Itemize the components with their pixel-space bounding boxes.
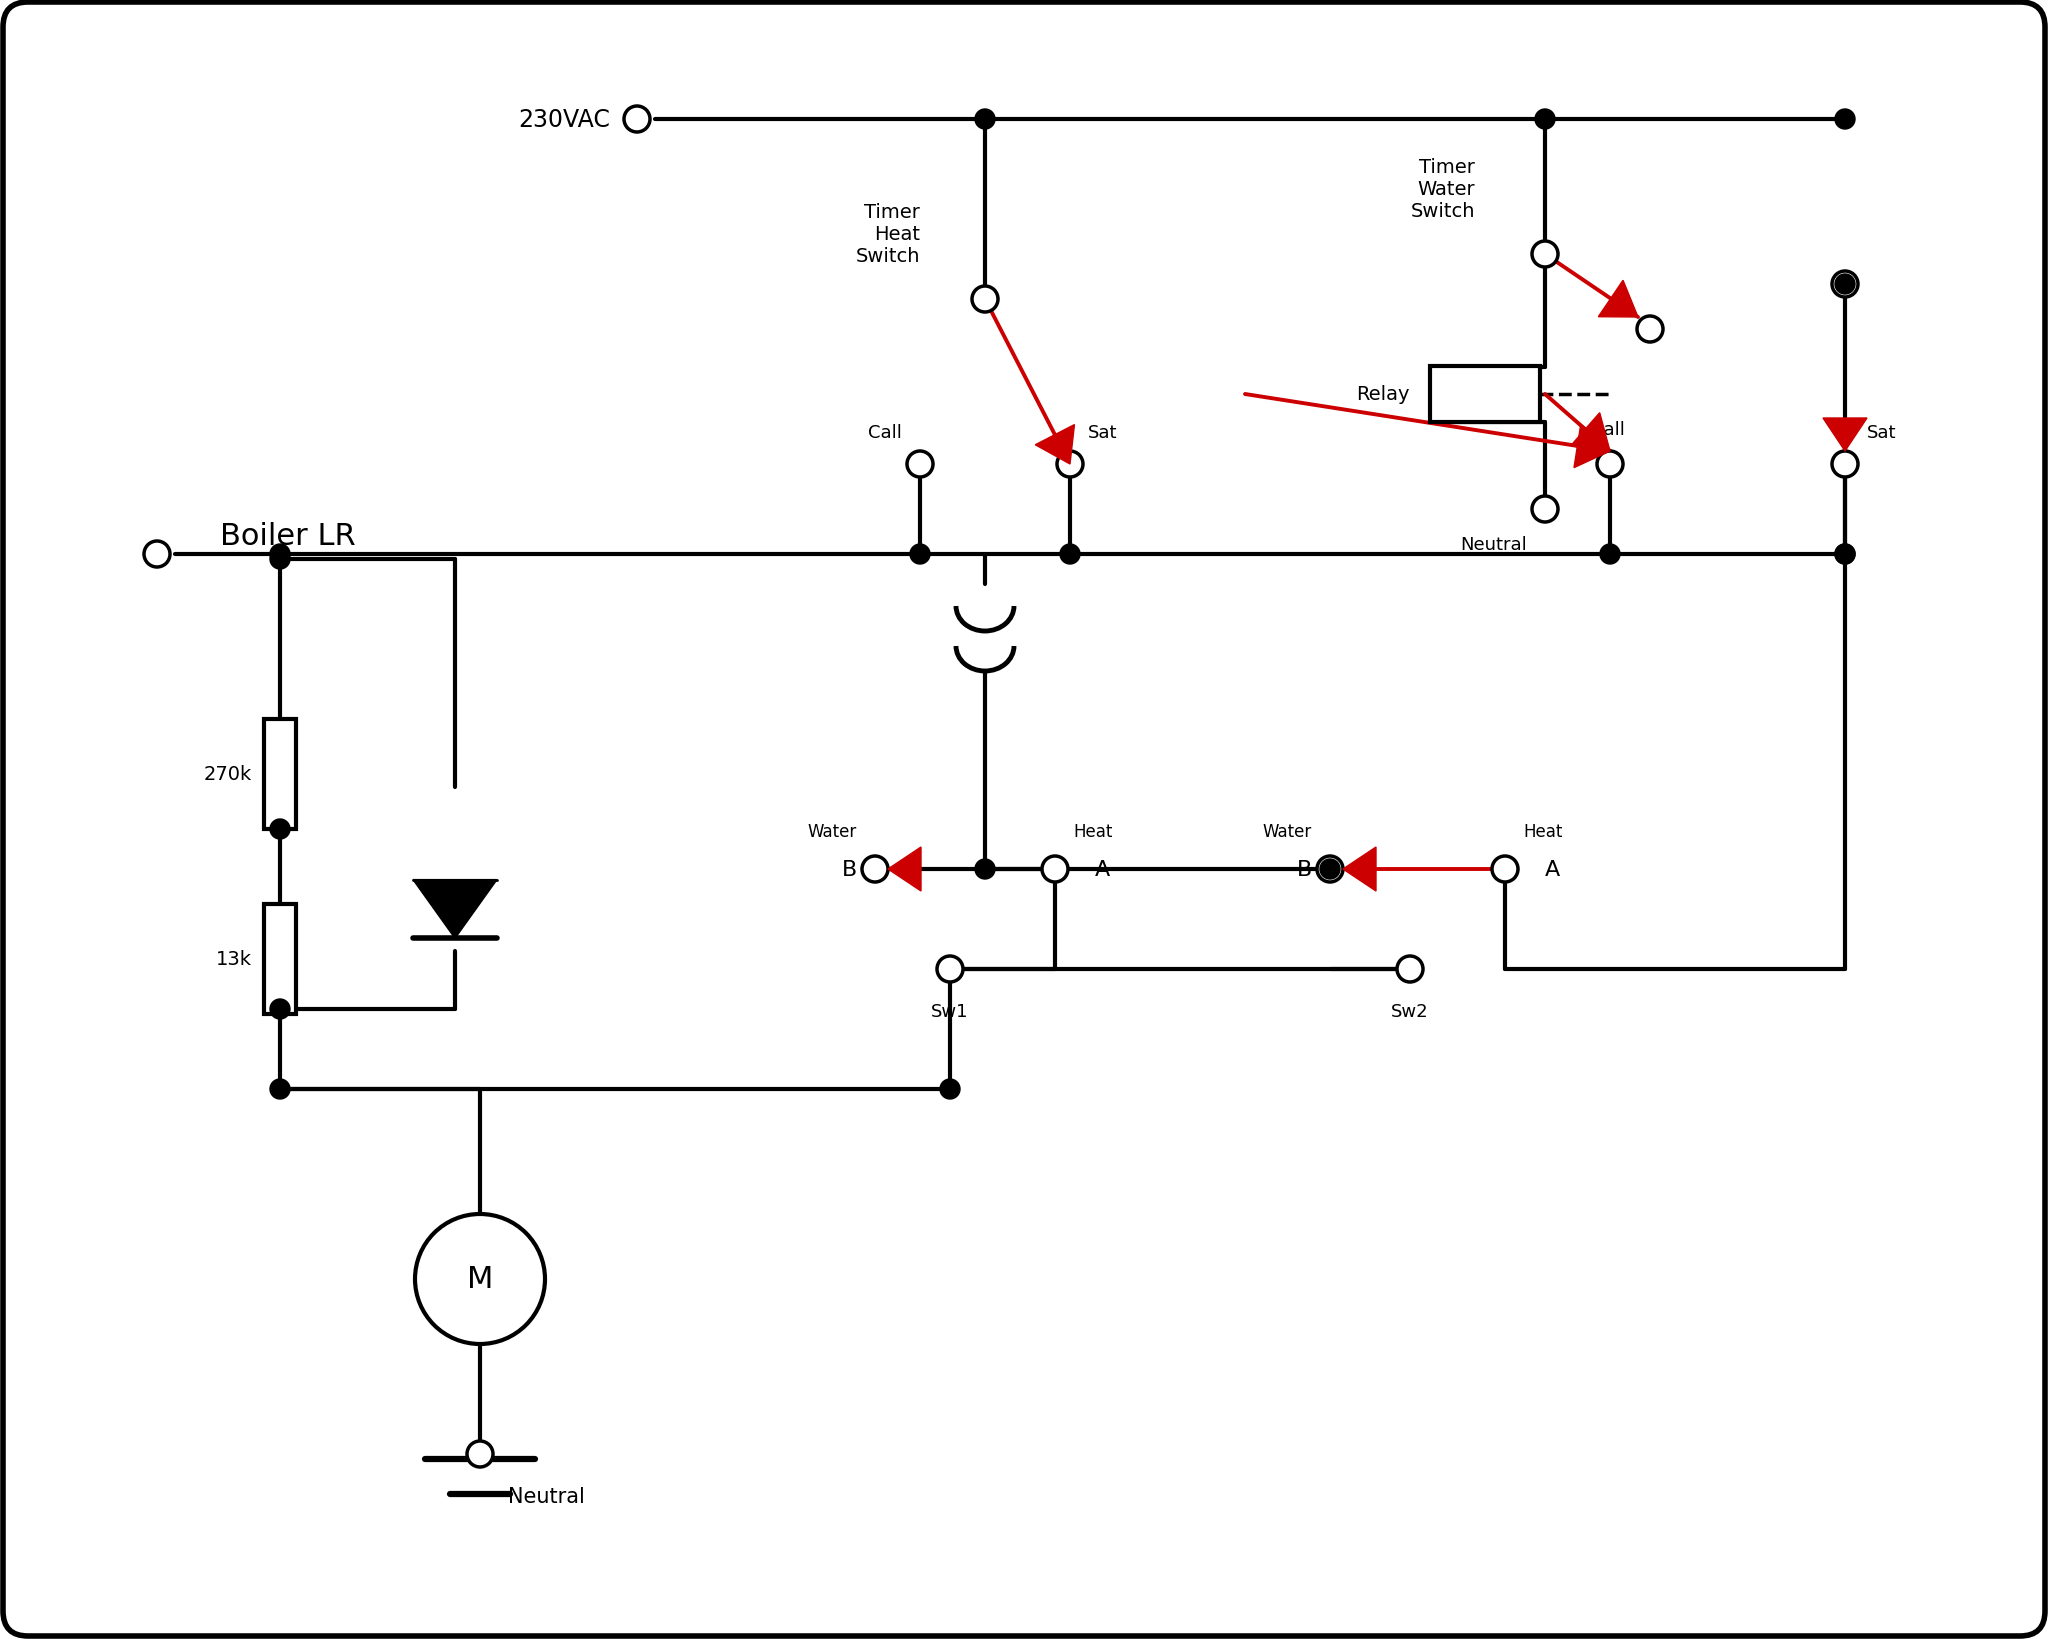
Circle shape: [143, 541, 170, 567]
Text: Water: Water: [1264, 823, 1313, 841]
Polygon shape: [1823, 418, 1868, 452]
Text: Relay: Relay: [1356, 385, 1409, 405]
Text: 230VAC: 230VAC: [518, 108, 610, 131]
Circle shape: [940, 1080, 961, 1100]
Bar: [1430, 367, 1540, 423]
Circle shape: [909, 544, 930, 565]
Circle shape: [1833, 452, 1858, 477]
Text: Sw1: Sw1: [932, 1003, 969, 1021]
Text: Call: Call: [868, 425, 901, 443]
Polygon shape: [1036, 426, 1075, 465]
Text: M: M: [467, 1265, 494, 1293]
Circle shape: [270, 544, 291, 565]
Circle shape: [1597, 452, 1622, 477]
Circle shape: [1532, 243, 1559, 267]
Text: B: B: [842, 859, 856, 880]
Bar: [264, 720, 297, 829]
Circle shape: [1057, 452, 1083, 477]
Polygon shape: [889, 847, 922, 892]
Bar: [264, 905, 297, 1015]
Circle shape: [862, 857, 889, 882]
Circle shape: [1835, 275, 1855, 295]
Text: 270k: 270k: [203, 765, 252, 783]
Circle shape: [625, 107, 649, 133]
Circle shape: [1835, 544, 1855, 565]
Circle shape: [973, 287, 997, 313]
Text: A: A: [1096, 859, 1110, 880]
Circle shape: [270, 549, 291, 570]
Circle shape: [975, 859, 995, 880]
Text: Boiler LR: Boiler LR: [219, 523, 356, 551]
Text: Water: Water: [807, 823, 856, 841]
Text: Timer
Heat
Switch: Timer Heat Switch: [856, 203, 920, 266]
Circle shape: [1536, 110, 1554, 129]
Circle shape: [975, 110, 995, 129]
Circle shape: [1835, 110, 1855, 129]
Text: 13k: 13k: [215, 951, 252, 969]
Text: Timer
Water
Switch: Timer Water Switch: [1411, 159, 1475, 221]
Circle shape: [907, 452, 934, 477]
Circle shape: [1397, 957, 1423, 982]
Polygon shape: [1575, 425, 1610, 469]
Text: A: A: [1544, 859, 1561, 880]
Circle shape: [1532, 497, 1559, 523]
Text: Heat: Heat: [1524, 823, 1563, 841]
FancyBboxPatch shape: [2, 3, 2046, 1636]
Circle shape: [467, 1441, 494, 1467]
Circle shape: [1493, 857, 1518, 882]
Circle shape: [1321, 859, 1339, 880]
Circle shape: [1599, 544, 1620, 565]
Circle shape: [1636, 316, 1663, 343]
Circle shape: [938, 957, 963, 982]
Text: Neutral: Neutral: [1460, 536, 1528, 554]
Text: B: B: [1296, 859, 1313, 880]
Text: Sw2: Sw2: [1391, 1003, 1430, 1021]
Polygon shape: [1343, 847, 1376, 892]
Polygon shape: [1571, 413, 1610, 452]
Circle shape: [270, 1000, 291, 1019]
Text: Neutral: Neutral: [508, 1487, 586, 1506]
Circle shape: [270, 1080, 291, 1100]
Circle shape: [1833, 272, 1858, 298]
Polygon shape: [1597, 282, 1638, 318]
Circle shape: [1042, 857, 1067, 882]
Text: Call: Call: [1591, 421, 1624, 439]
Circle shape: [1317, 857, 1343, 882]
Text: Heat: Heat: [1073, 823, 1112, 841]
Circle shape: [416, 1214, 545, 1344]
Circle shape: [1061, 544, 1079, 565]
Circle shape: [1835, 544, 1855, 565]
Polygon shape: [414, 880, 498, 939]
Circle shape: [270, 820, 291, 839]
Text: Sat: Sat: [1087, 425, 1118, 443]
Text: Sat: Sat: [1868, 425, 1896, 443]
